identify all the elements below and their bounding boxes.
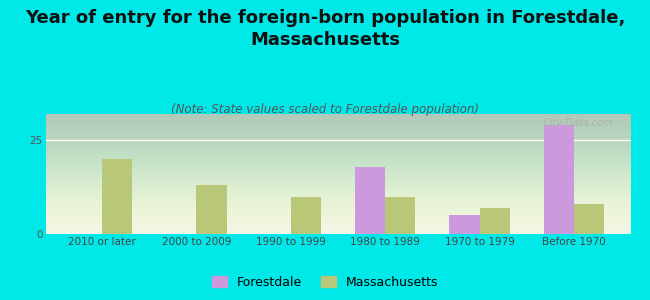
Bar <box>196 185 227 234</box>
Bar <box>385 196 415 234</box>
Legend: Forestdale, Massachusetts: Forestdale, Massachusetts <box>207 271 443 294</box>
Text: Year of entry for the foreign-born population in Forestdale,
Massachusetts: Year of entry for the foreign-born popul… <box>25 9 625 49</box>
Bar <box>102 159 133 234</box>
Text: (Note: State values scaled to Forestdale population): (Note: State values scaled to Forestdale… <box>171 103 479 116</box>
Bar <box>543 125 574 234</box>
Bar <box>291 196 321 234</box>
Bar <box>480 208 510 234</box>
Text: City-Data.com: City-Data.com <box>543 118 613 128</box>
Bar <box>449 215 480 234</box>
Bar <box>574 204 604 234</box>
Bar <box>355 167 385 234</box>
